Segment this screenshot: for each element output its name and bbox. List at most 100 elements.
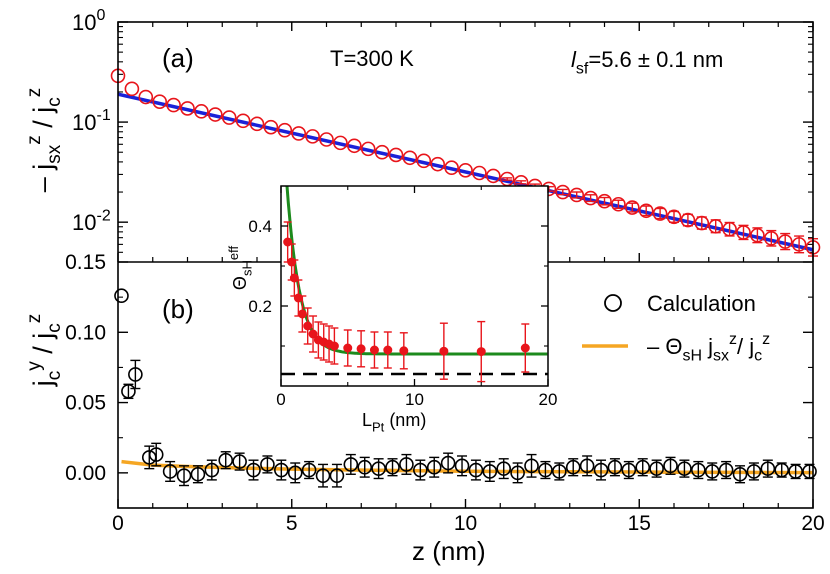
inset-data-point <box>297 309 307 319</box>
inset-data-point <box>303 321 313 331</box>
b-data-point <box>607 459 623 475</box>
b-data-point <box>121 384 136 399</box>
b-data-point <box>677 461 692 476</box>
panel-a-fit-line <box>117 92 814 252</box>
a-data-point <box>680 212 696 228</box>
a-data-point <box>750 227 765 243</box>
b-data-point <box>218 452 234 468</box>
a-data-point <box>263 119 279 135</box>
inset-ticks: 0 10 20 0.2 0.4 <box>248 186 557 409</box>
inset-data-point <box>289 273 299 283</box>
a-data-point <box>166 97 181 113</box>
b-y-tick-label: 0.05 <box>65 392 106 415</box>
a-data-point <box>152 94 167 109</box>
a-data-point <box>583 190 598 206</box>
b-data-point <box>114 288 129 304</box>
inset-x-tick-label: 0 <box>276 390 285 409</box>
b-y-tick-label: 0.00 <box>65 462 106 485</box>
panel-a-ticks: 100 10-1 10-2 <box>72 7 813 253</box>
a-data-point <box>569 187 585 203</box>
inset-data-point <box>293 293 303 303</box>
b-data-point <box>287 465 303 481</box>
inset-data-point <box>383 345 393 355</box>
a-data-point <box>458 162 473 178</box>
inset-y-axis-title: ΘsHeff <box>226 246 255 291</box>
panel-b-points <box>114 288 817 488</box>
inset-background <box>281 186 548 386</box>
b-data-point <box>385 459 400 475</box>
b-data-point <box>593 462 609 478</box>
a-data-point <box>638 203 654 219</box>
a-data-point <box>180 101 195 116</box>
a-data-point <box>374 144 390 160</box>
a-data-point <box>485 168 501 184</box>
a-data-point <box>249 116 265 132</box>
b-data-point <box>482 464 498 479</box>
b-data-point <box>176 468 192 483</box>
panel-a-fit <box>117 92 814 252</box>
x-axis-title: z (nm) <box>412 536 486 566</box>
a-data-point <box>388 147 404 163</box>
x-tick-label: 15 <box>628 512 651 535</box>
inset-data-point <box>399 346 409 356</box>
a-data-point <box>763 231 779 246</box>
a-data-point <box>430 156 446 172</box>
b-data-point <box>621 462 637 478</box>
a-data-point <box>791 237 807 252</box>
b-y-tick-label: 0.15 <box>65 251 106 274</box>
b-data-point <box>343 457 359 472</box>
inset-y-tick-label: 0.4 <box>248 217 272 236</box>
x-axis: 0 5 10 15 20 <box>112 22 825 535</box>
b-data-point <box>440 455 456 471</box>
b-data-point <box>260 457 275 472</box>
b-data-point <box>565 459 581 475</box>
panel-b-y-axis-title: jcy / jcz <box>24 314 65 388</box>
inset-x-tick-label: 10 <box>405 390 424 409</box>
a-data-point <box>708 218 724 234</box>
a-data-point <box>416 153 432 169</box>
inset-ytitle-rot: ΘsHeff <box>226 246 255 291</box>
x-tick-label: 10 <box>454 512 477 535</box>
inset-data-point <box>369 345 379 355</box>
b-data-point <box>315 468 331 483</box>
a-y-tick-label: 100 <box>72 7 105 35</box>
b-data-point <box>301 462 317 478</box>
b-data-point <box>148 447 164 462</box>
a-y-tick-label: 10-1 <box>72 107 111 135</box>
a-data-point <box>472 165 487 181</box>
b-data-point <box>802 464 817 479</box>
panel-b: 0.00 0.05 0.10 0.15 (b) Calculation – ΘsH js… <box>65 251 817 488</box>
inset-x-axis-title: LPt (nm) <box>362 410 426 434</box>
b-data-point <box>718 462 734 478</box>
inset-data-point <box>283 237 293 247</box>
b-data-point <box>413 462 428 478</box>
inset-data-point <box>476 347 486 357</box>
a-y-tick-label: 10-2 <box>72 207 111 235</box>
a-data-point <box>611 196 626 212</box>
b-data-point <box>691 462 706 478</box>
a-data-point <box>319 132 334 147</box>
a-data-point <box>221 110 237 125</box>
inset-ylabel: ΘsHeff <box>226 246 255 291</box>
a-data-point <box>444 160 459 176</box>
legend-theory-label: – ΘsH jsxz/ jcz <box>647 331 770 365</box>
inset-x-tick-label: 20 <box>539 390 558 409</box>
b-data-point <box>746 464 762 479</box>
a-data-point <box>305 129 320 144</box>
inset-xlabel: LPt (nm) <box>362 410 426 434</box>
b-data-point <box>371 461 386 476</box>
b-data-point <box>128 367 143 382</box>
inset-fit-polyline <box>285 185 548 356</box>
inset-fit-curve <box>285 185 548 356</box>
a-data-point <box>194 104 209 119</box>
legend-calculation-label: Calculation <box>647 291 756 316</box>
panel-b-label: (b) <box>162 294 194 324</box>
a-data-point <box>208 107 223 122</box>
b-data-point <box>274 462 289 478</box>
panel-a-temperature: T=300 K <box>330 46 414 71</box>
a-data-point <box>597 193 612 209</box>
inset-data-point <box>329 341 339 351</box>
b-data-point <box>162 464 178 479</box>
panel-a: 100 10-1 10-2 (a) T=300 K lsf=5.6 ± 0.1 nm <box>72 7 821 257</box>
a-data-point <box>333 135 348 151</box>
